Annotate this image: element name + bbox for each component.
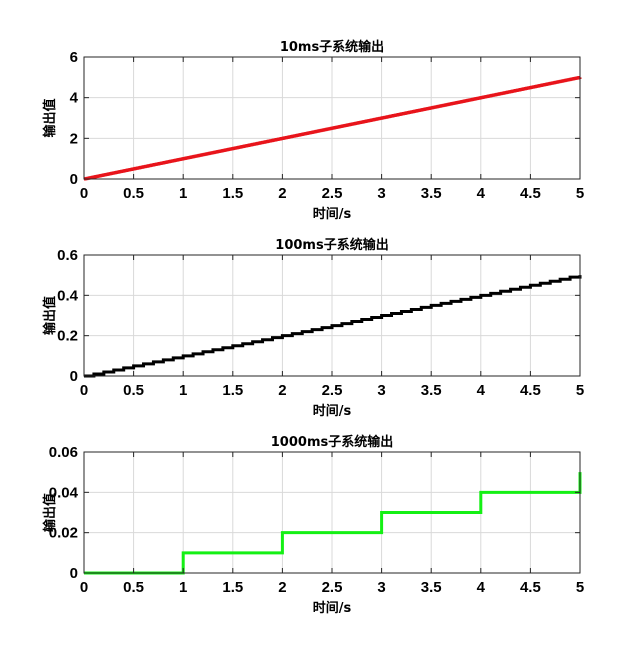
y-tick-label: 0.4 bbox=[57, 287, 79, 304]
x-tick-label: 0.5 bbox=[123, 579, 144, 596]
x-tick-label: 1 bbox=[179, 185, 187, 202]
x-tick-label: 5 bbox=[576, 185, 584, 202]
x-tick-label: 1 bbox=[179, 382, 187, 399]
x-tick-label: 5 bbox=[576, 579, 584, 596]
x-tick-label: 4 bbox=[477, 185, 486, 202]
x-tick-label: 1 bbox=[179, 579, 187, 596]
y-axis-label: 输出值 bbox=[42, 493, 58, 532]
chart-panel-3: 0 0.5 1 1.5 2 2.5 3 3.5 4 4.5 5 0 0.02 0.04 0.06 1000ms… bbox=[42, 434, 584, 616]
x-axis-label: 时间/s bbox=[313, 206, 352, 222]
x-tick-label: 3.5 bbox=[421, 382, 442, 399]
x-tick-label: 4.5 bbox=[520, 382, 541, 399]
x-tick-label: 2 bbox=[278, 382, 286, 399]
x-tick-label: 5 bbox=[576, 382, 584, 399]
x-tick-label: 1.5 bbox=[222, 185, 243, 202]
y-tick-label: 0.2 bbox=[57, 328, 78, 345]
y-tick-label: 0 bbox=[70, 565, 78, 582]
x-tick-label: 2 bbox=[278, 579, 286, 596]
x-tick-label: 0.5 bbox=[123, 382, 144, 399]
x-tick-label: 2.5 bbox=[322, 382, 343, 399]
x-tick-label: 4 bbox=[477, 579, 486, 596]
x-tick-label: 2.5 bbox=[322, 579, 343, 596]
x-tick-label: 3 bbox=[377, 185, 385, 202]
y-tick-label: 4 bbox=[70, 90, 79, 107]
x-tick-label: 0 bbox=[80, 579, 88, 596]
y-tick-label: 0.04 bbox=[49, 484, 79, 501]
series-line-1 bbox=[84, 472, 582, 575]
series-line-1 bbox=[83, 76, 582, 181]
y-tick-label: 0 bbox=[70, 171, 78, 188]
x-tick-label: 0 bbox=[80, 382, 88, 399]
x-tick-label: 0 bbox=[80, 185, 88, 202]
chart-title: 1000ms子系统输出 bbox=[271, 434, 393, 450]
x-axis-label: 时间/s bbox=[313, 403, 352, 419]
x-tick-label: 3.5 bbox=[421, 579, 442, 596]
y-tick-label: 0 bbox=[70, 368, 78, 385]
x-axis-label: 时间/s bbox=[313, 600, 352, 616]
x-tick-label: 2.5 bbox=[322, 185, 343, 202]
x-tick-label: 3 bbox=[377, 579, 385, 596]
x-tick-label: 3.5 bbox=[421, 185, 442, 202]
chart-panel-2: 0 0.5 1 1.5 2 2.5 3 3.5 4 4.5 5 0 0.2 0.4 0.6 100ms子系统输… bbox=[42, 237, 584, 419]
y-tick-label: 0.6 bbox=[57, 247, 78, 264]
x-tick-label: 0.5 bbox=[123, 185, 144, 202]
y-tick-label: 0.06 bbox=[49, 444, 78, 461]
chart-title: 10ms子系统输出 bbox=[280, 39, 384, 55]
x-tick-label: 4 bbox=[477, 382, 486, 399]
x-tick-label: 3 bbox=[377, 382, 385, 399]
y-axis-label: 输出值 bbox=[42, 98, 58, 137]
x-tick-label: 4.5 bbox=[520, 579, 541, 596]
x-tick-label: 2 bbox=[278, 185, 286, 202]
y-axis-label: 输出值 bbox=[42, 296, 58, 335]
y-tick-label: 2 bbox=[70, 130, 78, 147]
series-line-1 bbox=[84, 275, 582, 378]
y-tick-label: 6 bbox=[70, 49, 78, 66]
x-tick-label: 1.5 bbox=[222, 579, 243, 596]
x-tick-label: 1.5 bbox=[222, 382, 243, 399]
y-tick-label: 0.02 bbox=[49, 525, 78, 542]
x-tick-label: 4.5 bbox=[520, 185, 541, 202]
chart-title: 100ms子系统输出 bbox=[275, 237, 388, 253]
